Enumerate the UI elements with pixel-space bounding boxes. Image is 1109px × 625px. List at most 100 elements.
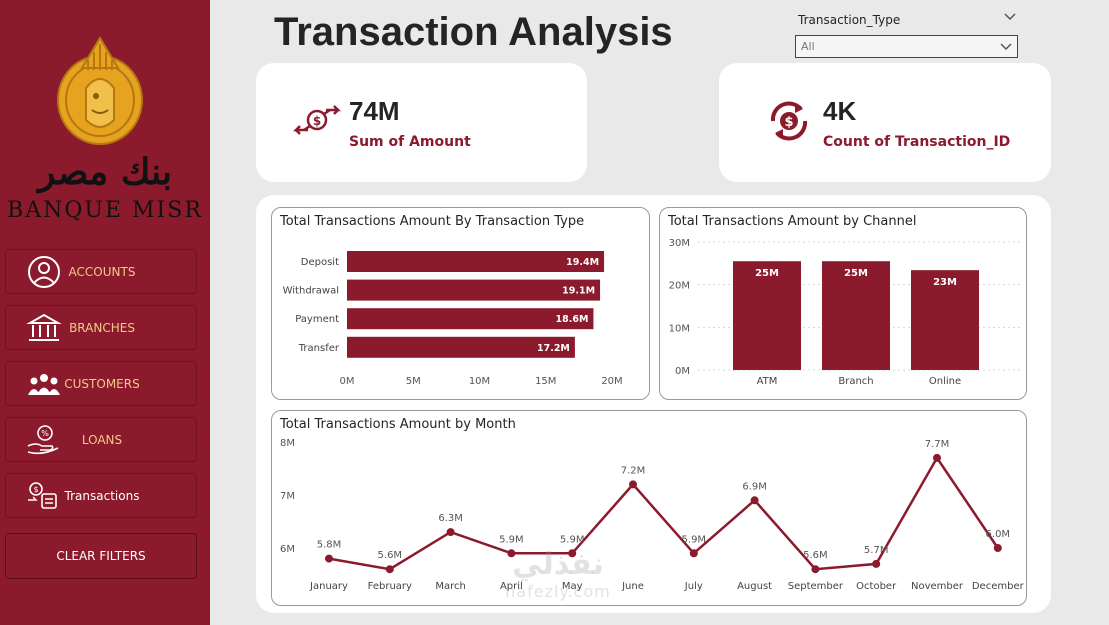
svg-text:%: % — [41, 429, 49, 438]
bar — [347, 308, 594, 330]
chart-title: Total Transactions Amount by Month — [280, 417, 516, 432]
data-label: 19.4M — [566, 257, 599, 268]
slicer-label: Transaction_Type — [798, 13, 901, 27]
y-tick-label: 8M — [280, 438, 295, 449]
x-tick-label: September — [788, 581, 844, 592]
data-label: 5.8M — [317, 540, 342, 551]
series-line — [328, 455, 999, 571]
data-point — [750, 496, 759, 505]
bank-building-icon — [26, 313, 62, 341]
nav-branches-button[interactable]: BRANCHES — [5, 305, 197, 350]
x-tick-label: March — [435, 581, 465, 592]
data-point — [507, 549, 516, 558]
x-tick-label: November — [911, 581, 964, 592]
bar — [347, 336, 575, 358]
y-tick-label: 20M — [669, 281, 690, 292]
y-tick-label: 30M — [669, 238, 690, 249]
chevron-down-icon[interactable] — [1003, 10, 1017, 24]
bar — [911, 270, 979, 370]
nav-customers-label: CUSTOMERS — [64, 377, 140, 391]
kpi-card-count-transactions: $ 4K Count of Transaction_ID — [719, 63, 1051, 182]
x-tick-label: April — [500, 581, 523, 592]
data-point — [629, 480, 637, 489]
brand-english-name: BANQUE MISR — [7, 198, 203, 223]
category-label: Branch — [838, 376, 873, 387]
nav-transactions-label: Transactions — [64, 489, 140, 503]
chart-by-transaction-type[interactable]: Total Transactions Amount By Transaction… — [271, 207, 650, 400]
data-point — [325, 554, 333, 563]
chart-by-month[interactable]: Total Transactions Amount by Month 6M 7M 8… — [271, 410, 1027, 606]
data-point — [811, 565, 820, 574]
brand-arabic-name: بنك مصر — [37, 151, 173, 193]
category-label: Transfer — [298, 343, 340, 354]
x-tick-label: February — [368, 581, 412, 592]
nav-accounts-button[interactable]: ACCOUNTS — [5, 249, 197, 294]
y-tick-label: 7M — [280, 491, 295, 502]
data-label: 5.6M — [378, 550, 403, 561]
x-tick-label: 5M — [406, 376, 421, 387]
column-chart-svg: 0M 10M 20M 30M 25M ATM 25M Branch 23M Online — [669, 238, 1020, 387]
clear-filters-button[interactable]: CLEAR FILTERS — [5, 533, 197, 579]
y-tick-label: 10M — [669, 323, 690, 334]
kpi-count-label: Count of Transaction_ID — [823, 134, 1011, 150]
data-label: 18.6M — [556, 314, 589, 325]
user-circle-icon — [28, 256, 60, 288]
data-label: 17.2M — [537, 343, 570, 354]
data-label: 5.9M — [560, 534, 585, 545]
data-point — [993, 544, 1002, 552]
x-tick-label: 0M — [340, 376, 355, 387]
x-tick-label: July — [684, 581, 703, 592]
data-point — [568, 549, 577, 558]
data-label: 5.9M — [499, 534, 524, 545]
line-chart-svg: 6M 7M 8M 5.8M January 5.6M February 6.3M March 5.… — [280, 438, 1025, 592]
money-exchange-icon: $ — [292, 105, 342, 135]
x-tick-label: June — [621, 581, 644, 592]
nav-accounts-label: ACCOUNTS — [68, 265, 136, 279]
category-label: Deposit — [301, 257, 339, 268]
bar — [733, 261, 801, 370]
svg-text:$: $ — [784, 115, 793, 130]
nav-transactions-button[interactable]: $ Transactions — [5, 473, 197, 518]
data-point — [689, 549, 698, 558]
x-tick-label: August — [737, 581, 772, 592]
bar — [347, 251, 605, 272]
data-label: 7.2M — [621, 465, 646, 476]
svg-text:$: $ — [33, 485, 38, 494]
data-label: 5.7M — [864, 545, 889, 556]
chart-title: Total Transactions Amount by Channel — [668, 214, 917, 229]
transaction-type-dropdown[interactable]: All — [795, 35, 1018, 58]
category-label: Payment — [295, 314, 339, 325]
category-label: Withdrawal — [283, 286, 339, 297]
data-label: 7.7M — [925, 439, 950, 450]
data-label: 23M — [933, 277, 957, 288]
kpi-sum-amount-value: 74M — [349, 96, 400, 126]
y-tick-label: 0M — [675, 366, 690, 377]
x-tick-label: 10M — [469, 376, 490, 387]
customers-group-icon — [28, 374, 60, 395]
data-point — [872, 559, 881, 568]
nav-branches-label: BRANCHES — [69, 321, 135, 335]
data-label: 6.9M — [742, 481, 767, 492]
charts-panel: Total Transactions Amount By Transaction… — [256, 195, 1051, 613]
data-label: 19.1M — [562, 286, 595, 297]
dollar-cycle-icon: $ — [770, 101, 808, 141]
y-tick-label: 6M — [280, 544, 295, 555]
sidebar: بنك مصر BANQUE MISR ACCOUNTS BRANCHES CU… — [0, 0, 210, 625]
banque-misr-logo — [57, 36, 143, 145]
x-tick-label: May — [562, 581, 583, 592]
data-label: 6.3M — [438, 513, 463, 524]
chart-by-channel[interactable]: Total Transactions Amount by Channel 0M 1… — [659, 207, 1027, 400]
nav-loans-button[interactable]: % LOANS — [5, 417, 197, 462]
bar-chart-svg: 0M 5M 10M 15M 20M Deposit 19.4M Withdrawal 19.1M… — [283, 251, 623, 387]
data-label: 25M — [844, 268, 868, 279]
nav-customers-button[interactable]: CUSTOMERS — [5, 361, 197, 406]
kpi-count-value: 4K — [823, 96, 857, 126]
loan-money-bag-icon: % — [27, 425, 59, 455]
svg-text:$: $ — [313, 114, 321, 128]
data-label: 5.9M — [682, 534, 707, 545]
data-point — [446, 528, 455, 537]
transactions-icon: $ — [28, 482, 57, 509]
kpi-card-sum-amount: $ 74M Sum of Amount — [256, 63, 587, 182]
x-tick-label: October — [856, 581, 897, 592]
x-tick-label: December — [972, 581, 1025, 592]
